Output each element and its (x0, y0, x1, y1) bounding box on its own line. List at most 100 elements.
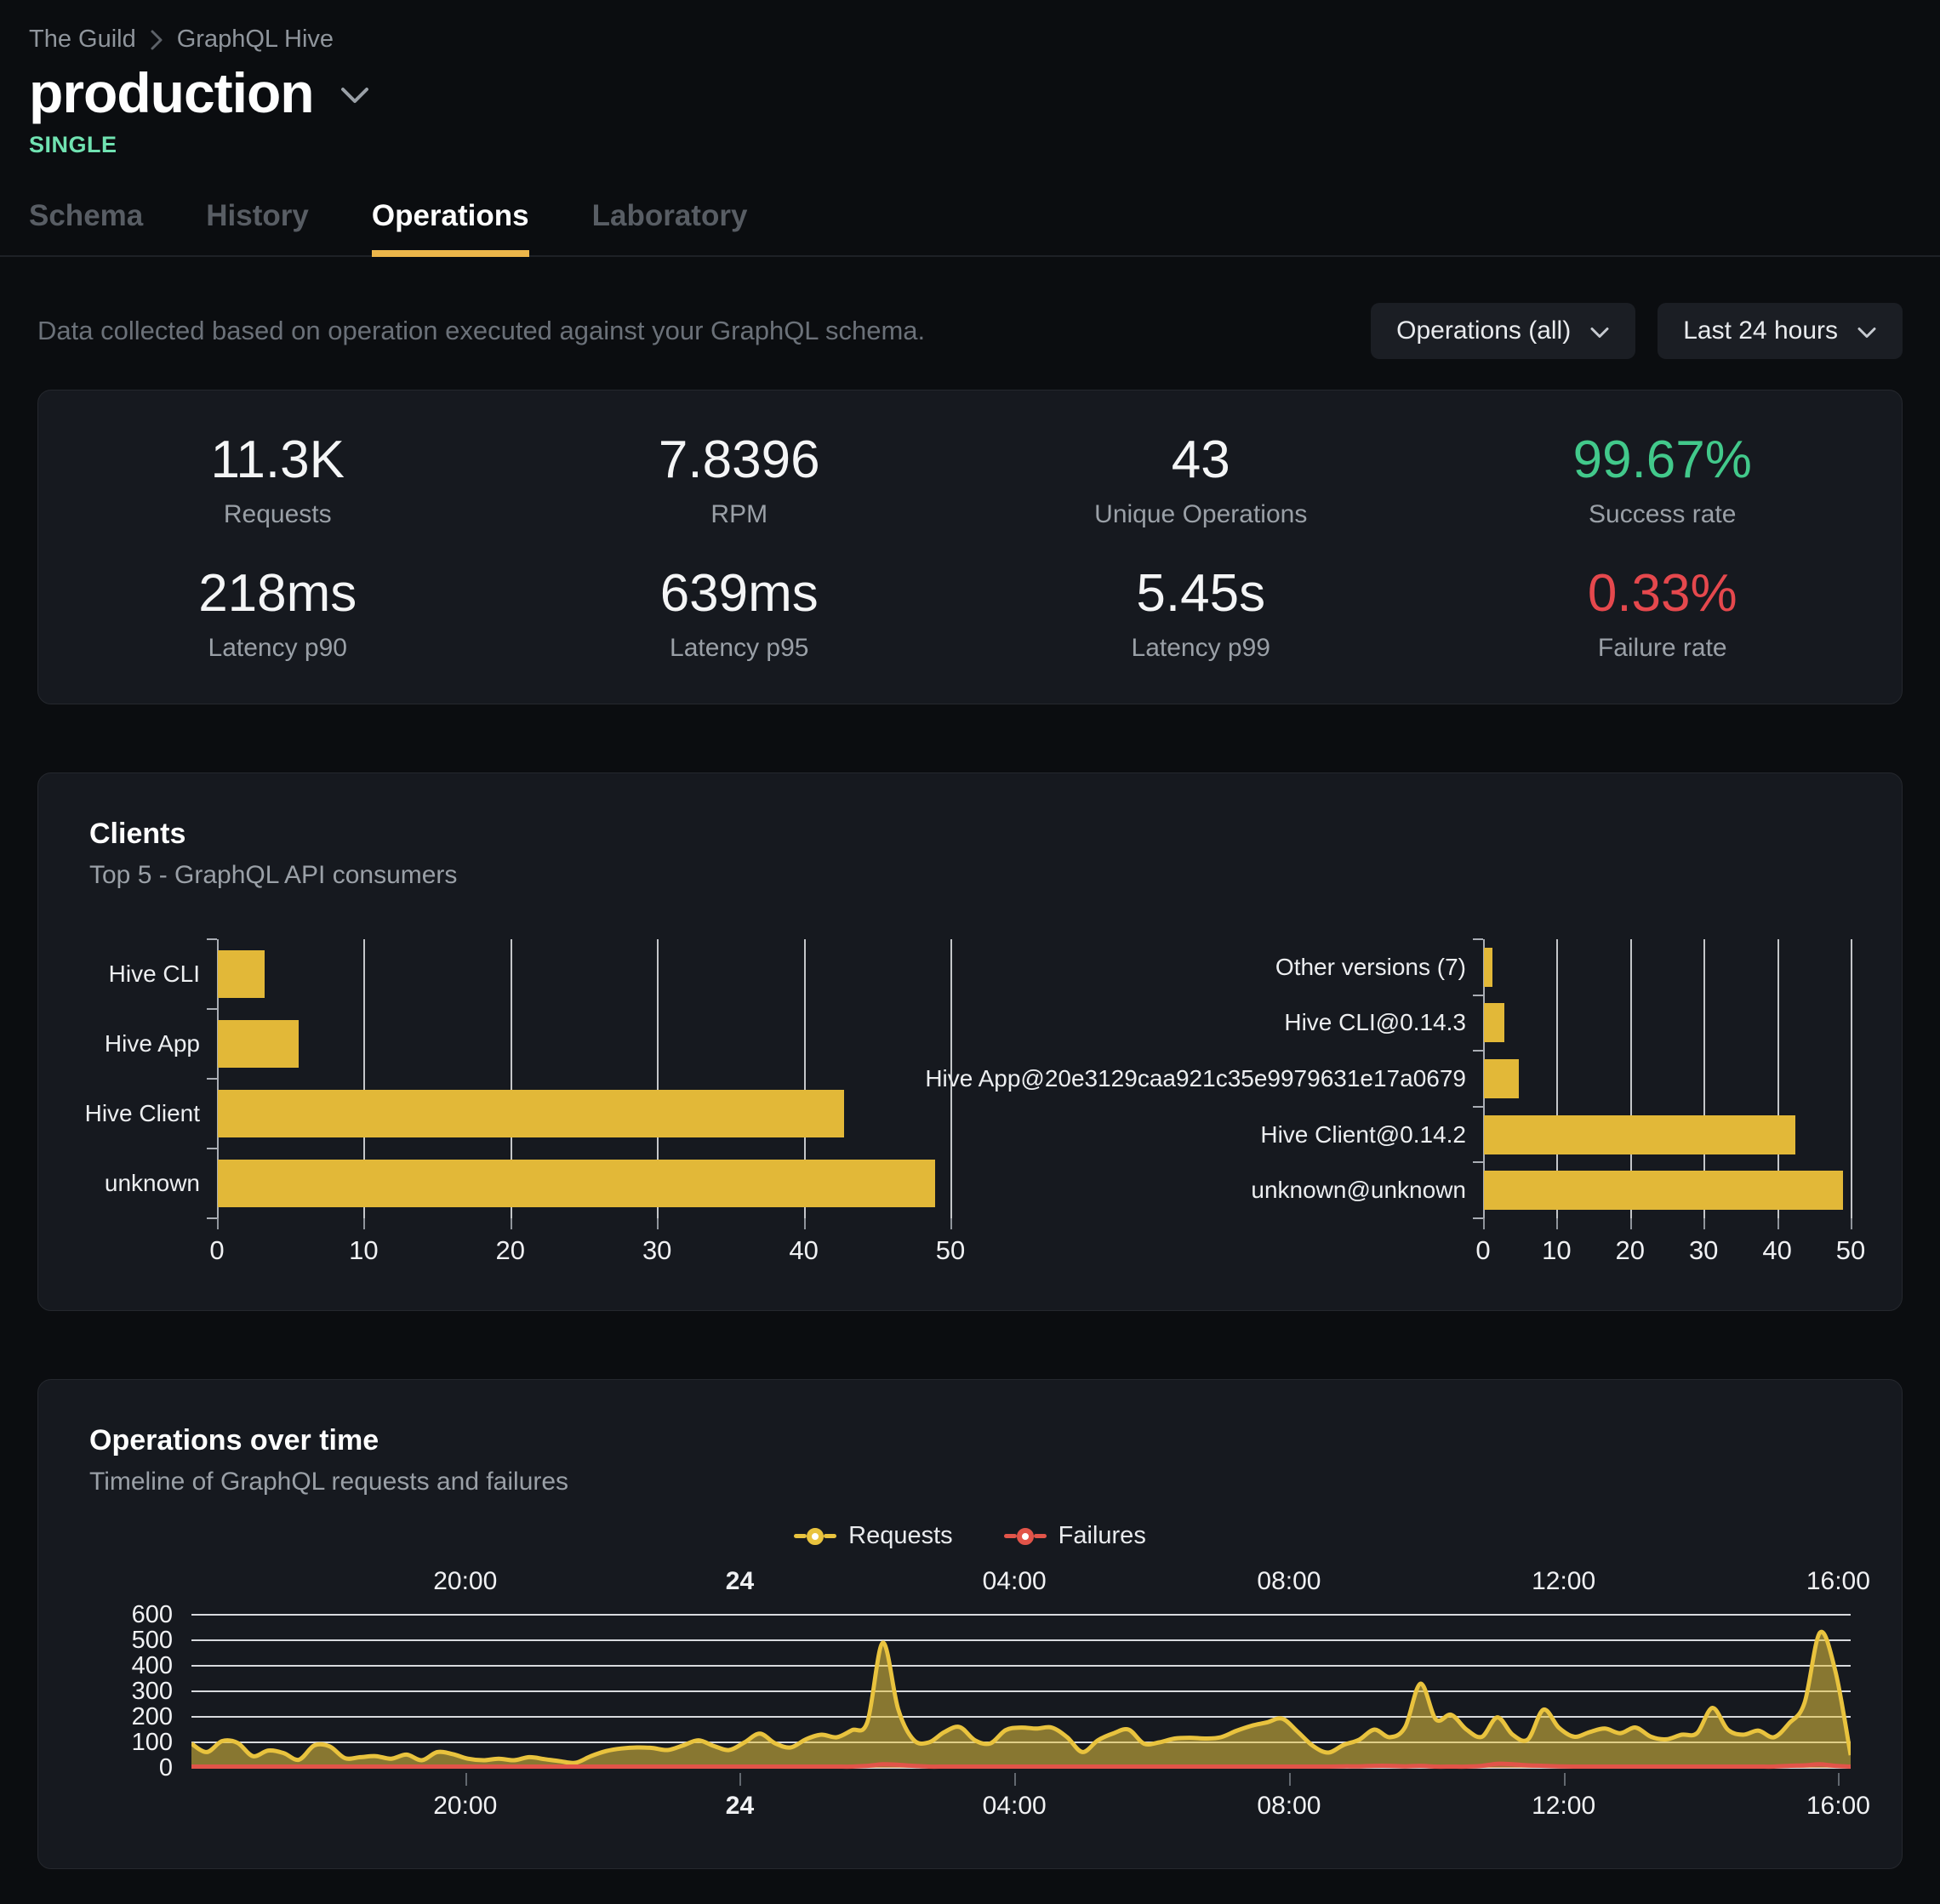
legend-item-failures[interactable]: Failures (1003, 1522, 1146, 1550)
legend-item-requests[interactable]: Requests (794, 1522, 953, 1550)
requests-line (191, 1629, 1851, 1765)
target-switcher-button[interactable] (340, 77, 370, 109)
stat-label: Success rate (1589, 500, 1737, 528)
bar-category-label: Hive Client (84, 1100, 200, 1126)
period-filter-label: Last 24 hours (1683, 316, 1838, 345)
tab-history[interactable]: History (206, 199, 309, 232)
gridline (1629, 939, 1632, 1218)
gridline (1851, 939, 1852, 1218)
timeline-chart: 600 500 400 300 200 100 0 20:00 24 04:00 08:00 12:… (89, 1567, 1870, 1824)
gridline (363, 939, 366, 1218)
legend-line (824, 1534, 837, 1538)
x-axis-tick (950, 1218, 952, 1229)
bar-plot-area (1473, 938, 1852, 1227)
bar-category-label: unknown@unknown (1251, 1177, 1466, 1204)
stat-label: Requests (223, 500, 332, 528)
bar (1484, 1114, 1796, 1154)
x-axis-label-bottom: 24 (725, 1792, 755, 1820)
y-axis-tick (1473, 938, 1483, 940)
tab-bar: Schema History Operations Laboratory (0, 199, 1940, 257)
bar-category-label: unknown (104, 1170, 200, 1196)
gridline (510, 939, 512, 1218)
tab-schema[interactable]: Schema (29, 199, 144, 232)
x-axis-tick (1777, 1218, 1779, 1229)
breadcrumb: The Guild GraphQL Hive (29, 26, 1911, 54)
bar-category-label: Hive App@20e3129caa921c35e9979631e17a067… (925, 1064, 1466, 1092)
x-axis-tick (739, 1773, 742, 1786)
period-filter-dropdown[interactable]: Last 24 hours (1658, 303, 1903, 359)
y-axis-tick (207, 1078, 217, 1080)
bar (1484, 1003, 1505, 1043)
y-axis-label: 400 (131, 1652, 173, 1679)
filters-row: Data collected based on operation execut… (37, 303, 1903, 359)
x-axis-tick (510, 1218, 512, 1229)
legend-requests-marker (794, 1527, 837, 1545)
gridline (1556, 939, 1559, 1218)
operations-filter-label: Operations (all) (1396, 316, 1572, 345)
bar-plot-wrap: 0 10 20 30 40 50 (1473, 938, 1865, 1266)
tab-operations[interactable]: Operations (371, 199, 529, 257)
x-axis-label-bottom: 08:00 (1257, 1792, 1321, 1820)
x-axis-tick (1703, 1218, 1706, 1229)
bar-category-labels: Other versions (7) Hive CLI@0.14.3 Hive Ap… (925, 939, 1483, 1266)
x-axis-label: 20 (1615, 1235, 1646, 1265)
x-axis-tick (217, 1218, 219, 1229)
x-axis-label: 40 (789, 1235, 819, 1265)
operations-filter-dropdown[interactable]: Operations (all) (1371, 303, 1636, 359)
x-axis-label-top: 08:00 (1257, 1567, 1321, 1595)
x-axis-tick (1483, 1218, 1485, 1229)
bar (218, 1020, 299, 1068)
operations-over-time-title: Operations over time (89, 1424, 379, 1457)
legend-failures-marker (1003, 1527, 1047, 1545)
x-axis-tick (1288, 1773, 1291, 1786)
bar-plot-area (207, 938, 952, 1227)
failures-line (191, 1761, 1851, 1770)
x-axis-label-top: 12:00 (1532, 1567, 1596, 1595)
timeline-y-axis: 600 500 400 300 200 100 0 (89, 1601, 191, 1781)
bar (1484, 947, 1493, 987)
clients-title: Clients (89, 818, 186, 850)
breadcrumb-org-link[interactable]: The Guild (29, 26, 136, 53)
y-axis-label: 300 (131, 1678, 173, 1705)
x-axis-label-bottom: 04:00 (982, 1792, 1047, 1820)
gridline (803, 939, 806, 1218)
stat-unique-operations: 43 Unique Operations (970, 430, 1432, 529)
chevron-right-icon (150, 29, 163, 51)
gridline (657, 939, 659, 1218)
legend-dot (1016, 1527, 1034, 1545)
clients-subtitle: Top 5 - GraphQL API consumers (89, 861, 458, 889)
legend-label: Failures (1058, 1522, 1146, 1549)
legend-label: Requests (848, 1522, 953, 1549)
bar-x-axis: 0 10 20 30 40 50 (209, 1218, 965, 1266)
x-axis-label: 10 (349, 1235, 379, 1265)
y-axis-tick (1473, 1050, 1483, 1052)
x-axis-tick (1838, 1773, 1840, 1786)
legend-line (1033, 1534, 1047, 1538)
x-axis-tick (803, 1218, 806, 1229)
x-axis-label-bottom: 20:00 (433, 1792, 498, 1820)
clients-card: Clients Top 5 - GraphQL API consumers Hi… (37, 772, 1903, 1311)
breadcrumb-project-link[interactable]: GraphQL Hive (176, 26, 334, 53)
tab-laboratory[interactable]: Laboratory (591, 199, 748, 232)
stat-requests: 11.3K Requests (47, 430, 509, 529)
x-axis-label: 30 (642, 1235, 672, 1265)
stat-label: RPM (710, 500, 768, 528)
x-axis-tick (363, 1218, 366, 1229)
chevron-down-icon (340, 86, 370, 109)
y-axis-tick (1473, 1161, 1483, 1164)
bar-category-labels: Hive CLI Hive App Hive Client unknown (84, 939, 217, 1266)
gridline (1703, 939, 1706, 1218)
timeline-top-axis: 20:00 24 04:00 08:00 12:00 16:00 (191, 1567, 1870, 1610)
status-badge: SINGLE (29, 132, 117, 157)
x-axis-label-top: 04:00 (982, 1567, 1047, 1595)
x-axis-label: 10 (1542, 1235, 1572, 1265)
main-content: Data collected based on operation execut… (0, 303, 1940, 1869)
y-axis-tick (1473, 1105, 1483, 1108)
x-axis-tick (1014, 1773, 1017, 1786)
stat-label: Failure rate (1597, 634, 1727, 662)
stat-label: Unique Operations (1094, 500, 1308, 528)
filter-buttons: Operations (all) Last 24 hours (1371, 303, 1903, 359)
page-description: Data collected based on operation execut… (37, 316, 926, 345)
stat-value: 11.3K (210, 430, 345, 489)
y-axis-tick (207, 938, 217, 940)
